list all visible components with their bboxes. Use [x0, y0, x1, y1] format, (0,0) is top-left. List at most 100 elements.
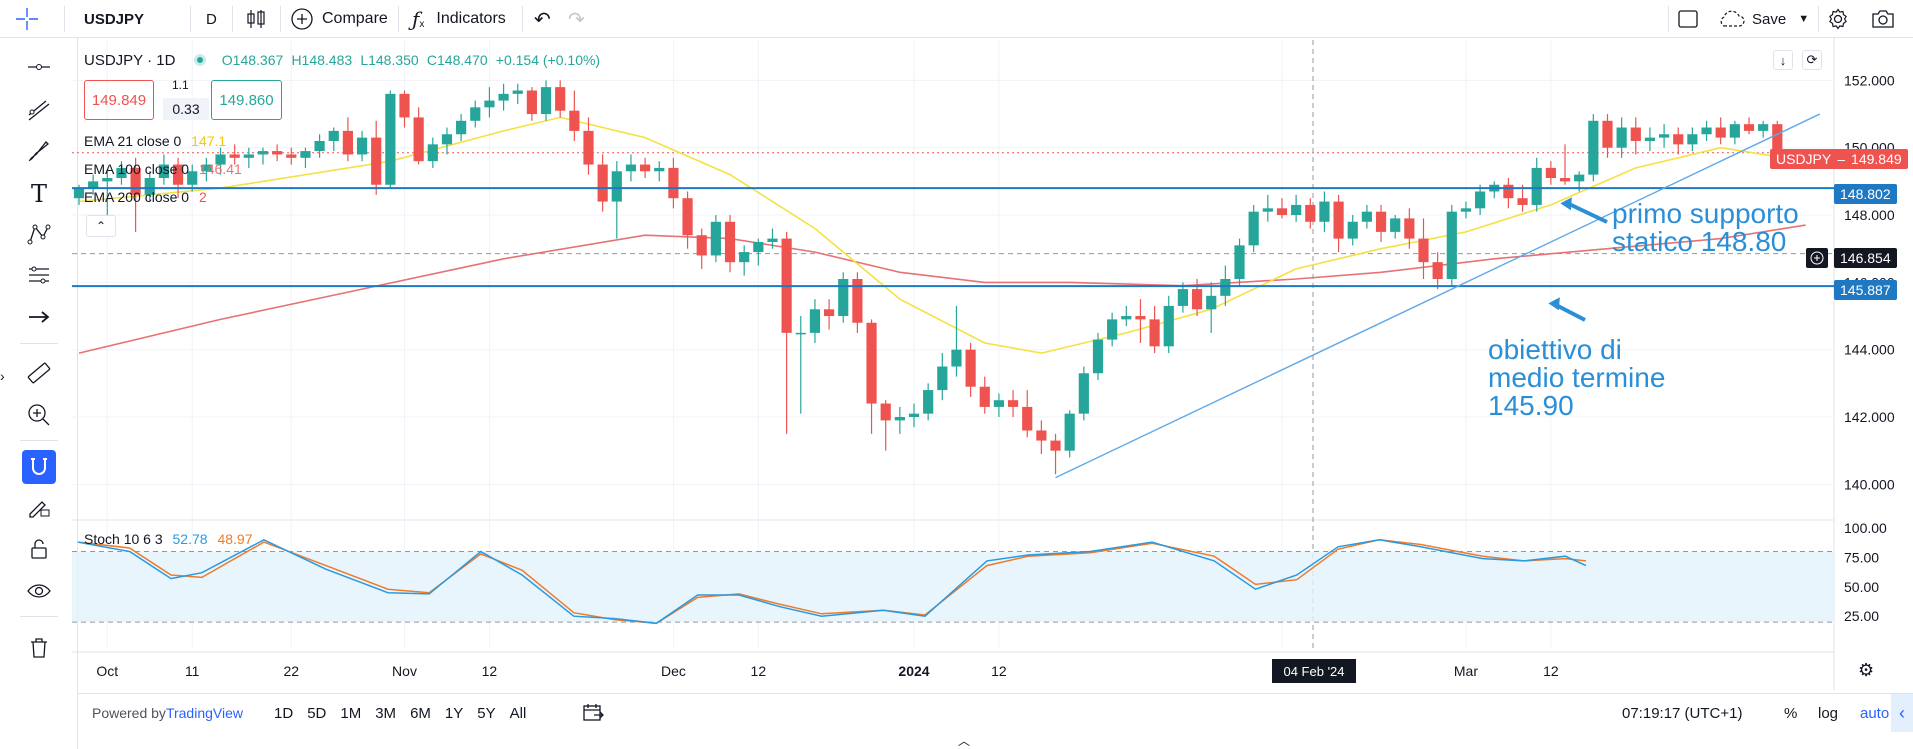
- candle-body[interactable]: [1234, 245, 1245, 279]
- range-5d[interactable]: 5D: [307, 704, 327, 722]
- candle-body[interactable]: [1135, 316, 1146, 320]
- candle-body[interactable]: [1743, 124, 1755, 131]
- candle-body[interactable]: [1517, 198, 1528, 205]
- magnet-icon[interactable]: [22, 450, 56, 484]
- trash-icon[interactable]: [24, 633, 54, 663]
- horizontal-line-tool-icon[interactable]: [24, 52, 54, 82]
- range-all[interactable]: All: [509, 704, 527, 722]
- collapse-legend-chevron-icon[interactable]: ⌃: [86, 215, 116, 237]
- candle-body[interactable]: [470, 107, 481, 121]
- annotation-arrow-2[interactable]: [1555, 303, 1586, 322]
- chevron-left-icon[interactable]: ‹: [1891, 694, 1913, 732]
- add-alert-icon[interactable]: [1806, 248, 1828, 268]
- candle-body[interactable]: [1305, 204, 1316, 222]
- arrow-tool-icon[interactable]: [24, 302, 54, 332]
- candle-body[interactable]: [1729, 124, 1740, 138]
- candle-body[interactable]: [116, 167, 127, 179]
- range-3m[interactable]: 3M: [375, 704, 397, 722]
- candle-body[interactable]: [1220, 279, 1231, 296]
- candle-body[interactable]: [1375, 211, 1387, 232]
- candle-body[interactable]: [1262, 208, 1273, 212]
- candle-body[interactable]: [1574, 174, 1585, 182]
- candle-body[interactable]: [427, 144, 438, 162]
- candle-body[interactable]: [1432, 262, 1443, 279]
- candle-body[interactable]: [158, 164, 170, 179]
- maximize-icon[interactable]: ⟳: [1802, 50, 1822, 70]
- candle-body[interactable]: [172, 164, 184, 185]
- candle-body[interactable]: [187, 171, 198, 185]
- candle-body[interactable]: [1064, 413, 1075, 451]
- candle-body[interactable]: [739, 252, 750, 263]
- candle-body[interactable]: [569, 110, 580, 131]
- symbol-search-button[interactable]: USDJPY: [84, 10, 145, 28]
- buy-price-button[interactable]: 149.860: [211, 80, 282, 120]
- candle-body[interactable]: [809, 309, 821, 333]
- range-1m[interactable]: 1M: [340, 704, 362, 722]
- compare-button[interactable]: Compare: [290, 0, 388, 38]
- candle-body[interactable]: [1333, 201, 1344, 239]
- candle-body[interactable]: [1418, 238, 1429, 263]
- ema200-legend[interactable]: EMA 200 close 0 2: [84, 189, 207, 205]
- candle-body[interactable]: [654, 167, 665, 172]
- candle-body[interactable]: [1248, 211, 1259, 246]
- pattern-tool-icon[interactable]: [24, 220, 54, 250]
- gear-icon[interactable]: [1826, 0, 1850, 38]
- date-range-icon[interactable]: [582, 694, 604, 732]
- candle-body[interactable]: [1545, 167, 1556, 179]
- candle-body[interactable]: [1715, 127, 1726, 138]
- stoch-k-line[interactable]: [77, 538, 1587, 625]
- candle-body[interactable]: [1347, 221, 1358, 239]
- candle-body[interactable]: [1772, 124, 1783, 153]
- candle-body[interactable]: [342, 130, 353, 155]
- forecast-tool-icon[interactable]: [24, 260, 54, 290]
- candle-body[interactable]: [1206, 295, 1217, 310]
- candle-body[interactable]: [1475, 191, 1486, 209]
- ruler-icon[interactable]: [24, 358, 54, 388]
- candle-body[interactable]: [328, 130, 339, 141]
- candle-body[interactable]: [512, 90, 523, 94]
- candle-body[interactable]: [300, 151, 311, 158]
- candle-body[interactable]: [498, 93, 509, 101]
- candle-body[interactable]: [540, 87, 552, 115]
- candle-body[interactable]: [1022, 406, 1033, 431]
- annotation-target[interactable]: obiettivo di medio termine 145.90: [1488, 336, 1665, 420]
- ema21-legend[interactable]: EMA 21 close 0 147.1: [84, 133, 226, 149]
- candle-body[interactable]: [1291, 204, 1302, 216]
- candle-body[interactable]: [823, 309, 835, 317]
- candle-body[interactable]: [229, 154, 240, 158]
- candle-body[interactable]: [937, 366, 948, 391]
- expand-panel-chevron-icon[interactable]: ︿: [958, 734, 971, 748]
- candle-body[interactable]: [1191, 289, 1203, 310]
- candle-body[interactable]: [1036, 430, 1047, 441]
- stoch-d-line[interactable]: [77, 539, 1587, 625]
- crosshair-icon[interactable]: [14, 0, 40, 38]
- candle-body[interactable]: [866, 322, 877, 404]
- candle-body[interactable]: [456, 120, 467, 135]
- candle-body[interactable]: [1701, 127, 1712, 135]
- candle-body[interactable]: [215, 154, 226, 165]
- candle-body[interactable]: [795, 332, 806, 335]
- candle-body[interactable]: [965, 349, 976, 387]
- sell-price-button[interactable]: 149.849: [84, 80, 154, 120]
- candle-body[interactable]: [668, 167, 679, 199]
- candles-icon[interactable]: [246, 0, 266, 38]
- trend-line-tool-icon[interactable]: [24, 95, 54, 125]
- candle-body[interactable]: [682, 198, 693, 236]
- candle-body[interactable]: [413, 117, 424, 162]
- candle-body[interactable]: [951, 349, 962, 367]
- candle-body[interactable]: [1092, 339, 1104, 374]
- candle-body[interactable]: [1404, 218, 1415, 239]
- arrow-down-icon[interactable]: ↓: [1773, 50, 1793, 70]
- candle-body[interactable]: [1149, 319, 1160, 347]
- clock[interactable]: 07:19:17 (UTC+1): [1622, 704, 1743, 722]
- candle-body[interactable]: [484, 100, 495, 108]
- candle-body[interactable]: [724, 221, 736, 263]
- candle-body[interactable]: [1630, 127, 1641, 141]
- trend-line[interactable]: [1055, 113, 1821, 479]
- lock-drawing-pen-icon[interactable]: [24, 492, 54, 522]
- candle-body[interactable]: [1390, 218, 1401, 232]
- range-1y[interactable]: 1Y: [444, 704, 464, 722]
- fullscreen-icon[interactable]: [1676, 0, 1700, 38]
- candle-body[interactable]: [88, 181, 99, 189]
- candle-body[interactable]: [767, 238, 778, 242]
